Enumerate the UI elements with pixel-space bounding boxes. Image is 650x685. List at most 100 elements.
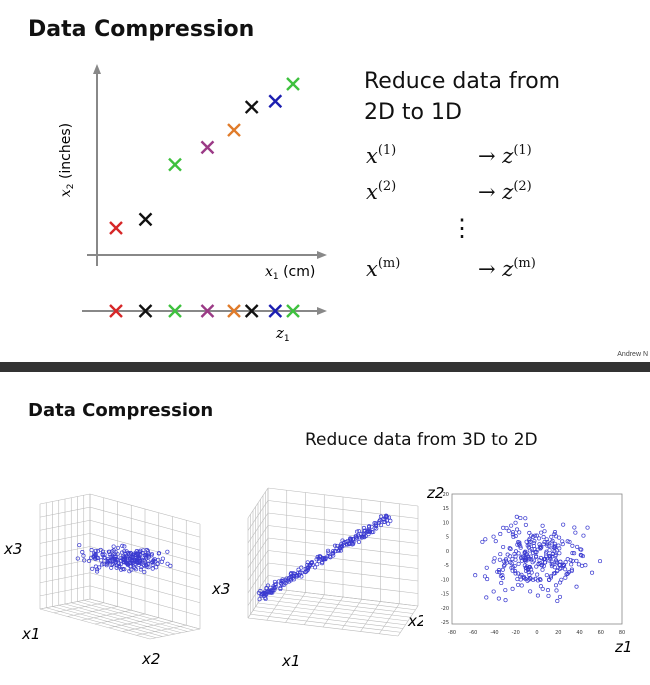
data-point	[523, 522, 528, 527]
data-point	[554, 588, 559, 593]
data-point	[110, 555, 115, 560]
data-point	[547, 554, 552, 559]
data-point	[552, 565, 557, 570]
data-point	[532, 533, 538, 538]
data-point	[565, 571, 570, 576]
data-point	[133, 562, 138, 567]
z2-tick-label: 0	[446, 549, 449, 555]
data-point	[540, 523, 545, 528]
data-point	[580, 554, 585, 559]
data-point	[541, 535, 546, 540]
data-point	[133, 558, 138, 563]
data-point	[331, 549, 336, 554]
data-point	[557, 535, 562, 540]
data-point	[508, 546, 513, 551]
data-point	[505, 552, 510, 557]
data-point	[351, 541, 356, 547]
data-point	[280, 577, 285, 582]
data-point	[569, 562, 574, 567]
data-point	[378, 523, 384, 528]
z1-tick-label: 40	[576, 630, 582, 636]
data-point	[299, 565, 304, 570]
data-point	[518, 515, 523, 521]
data-point	[506, 528, 511, 533]
data-point	[165, 549, 170, 554]
data-point	[539, 530, 544, 535]
data-point	[557, 594, 563, 599]
data-point	[553, 554, 558, 559]
z2-tick-label: -10	[441, 577, 449, 583]
data-point	[296, 567, 301, 572]
z2-tick-label: -5	[444, 563, 449, 569]
data-point	[146, 551, 151, 556]
data-point	[132, 565, 137, 570]
data-point	[537, 577, 542, 582]
data-point	[127, 560, 132, 565]
data-point	[516, 540, 521, 545]
data-point	[95, 569, 100, 574]
data-point	[323, 557, 328, 562]
data-point	[565, 539, 570, 544]
data-point	[491, 534, 496, 539]
data-point	[502, 562, 507, 567]
data-point	[325, 554, 330, 559]
z1-tick-label: -60	[469, 630, 477, 636]
data-point	[534, 533, 539, 538]
data-point	[513, 534, 518, 539]
scatter-2d-plot: x2 (inches) x1 (cm) z1	[58, 64, 327, 344]
data-point	[356, 539, 362, 545]
data-point	[549, 562, 554, 567]
projected-point-cross-1	[109, 304, 123, 318]
data-point	[326, 548, 331, 553]
data-point	[273, 582, 279, 587]
data-point	[536, 536, 542, 541]
data-point-cross-3	[168, 157, 182, 172]
data-point	[491, 559, 496, 564]
data-point	[260, 591, 265, 596]
data-point	[315, 562, 320, 567]
data-point	[522, 563, 527, 568]
data-point	[290, 573, 295, 579]
data-point	[548, 556, 553, 561]
data-point	[534, 554, 539, 559]
data-point	[570, 551, 575, 556]
data-point	[498, 531, 503, 537]
data-point	[276, 579, 281, 584]
data-point	[583, 563, 588, 568]
data-point	[541, 564, 546, 569]
data-point	[499, 580, 504, 586]
x1-label: x1	[281, 652, 300, 670]
data-point	[77, 543, 82, 548]
data-point	[137, 560, 142, 566]
data-point	[136, 554, 141, 559]
data-point	[515, 577, 520, 582]
data-point	[534, 564, 539, 569]
data-point	[346, 541, 352, 546]
data-point-cross-4	[200, 140, 215, 155]
row3-lhs: x(m)	[366, 256, 401, 281]
data-point	[378, 514, 384, 519]
data-point	[305, 567, 310, 572]
data-point	[539, 563, 544, 568]
data-point	[516, 582, 521, 587]
data-point	[515, 571, 521, 576]
data-point	[557, 546, 562, 551]
projected-point-cross-8	[286, 304, 300, 318]
data-point	[484, 565, 489, 570]
data-point	[156, 551, 162, 556]
data-point	[114, 563, 119, 568]
data-point	[492, 556, 497, 561]
data-point	[125, 554, 130, 559]
data-point	[115, 545, 121, 550]
data-point	[138, 567, 143, 572]
data-point	[514, 514, 519, 519]
data-point	[104, 563, 109, 568]
data-point	[272, 579, 277, 584]
scatter-2d-z-plot: 20 15 10 5 0 -5 -10 -15 -20 -25 -80 -60 -40 -20 0 20 40…	[426, 484, 632, 656]
data-point	[574, 558, 579, 563]
z1-line-arrow	[317, 307, 327, 315]
data-point	[509, 561, 514, 566]
data-point	[527, 564, 532, 570]
slide-2d-to-1d: Data Compression x2 (inches) x1 (cm) z1 …	[28, 17, 648, 358]
data-point	[141, 562, 146, 567]
